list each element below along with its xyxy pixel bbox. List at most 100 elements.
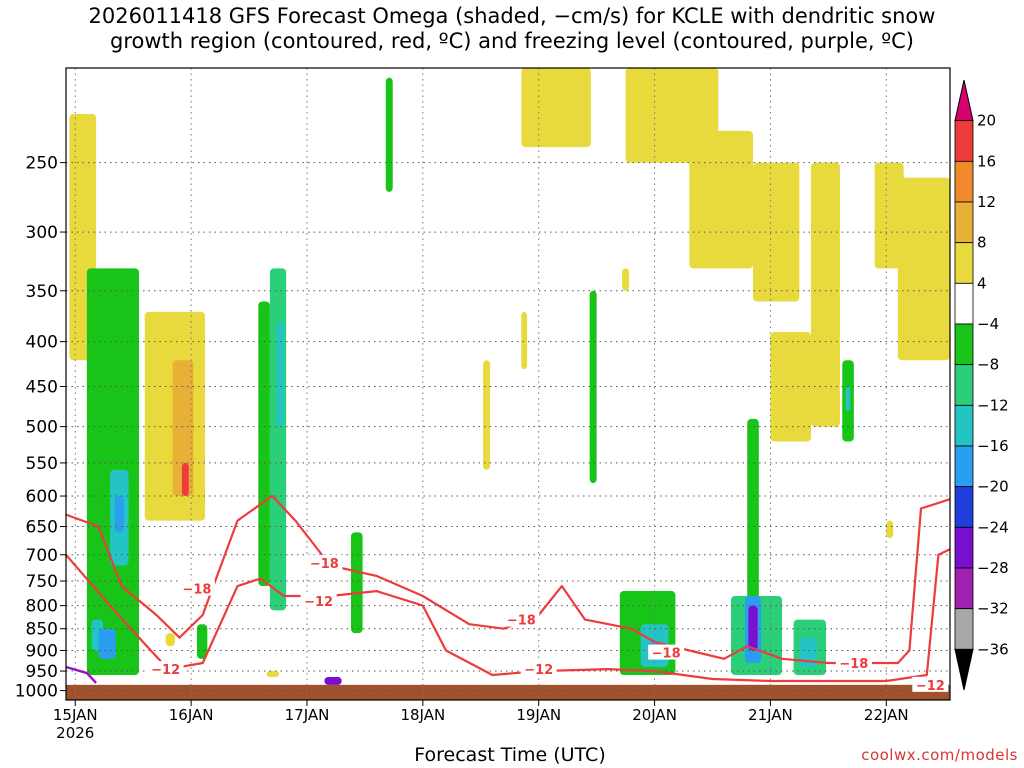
colorbar-label: −28 — [977, 559, 1009, 577]
colorbar-swatch — [954, 201, 974, 244]
contour-label: −12 — [916, 679, 945, 694]
colorbar-swatch — [954, 486, 974, 528]
y-tick-label: 450 — [26, 377, 58, 397]
colorbar-label: −4 — [977, 315, 999, 333]
freezing-level-line — [65, 665, 97, 684]
omega-region — [276, 322, 284, 427]
omega-region — [589, 290, 597, 484]
y-tick-label: 700 — [26, 546, 58, 566]
omega-region — [748, 605, 758, 651]
colorbar-label: −20 — [977, 478, 1009, 496]
contour-label-bg — [520, 661, 557, 677]
colorbar-swatch — [954, 404, 974, 447]
omega-region — [810, 162, 840, 427]
contour-label-bg — [306, 554, 343, 570]
omega-region — [845, 386, 851, 412]
omega-region — [521, 311, 528, 370]
colorbar-label: 16 — [977, 152, 996, 170]
omega-region — [351, 532, 363, 634]
colorbar-label: −16 — [977, 437, 1009, 455]
x-tick-label: 16JAN — [169, 706, 214, 724]
y-tick-label: 250 — [26, 154, 58, 174]
omega-region — [385, 77, 393, 192]
contour-label: −12 — [151, 663, 180, 678]
omega-region — [324, 677, 342, 685]
colorbar-swatch — [954, 608, 974, 650]
omega-region — [98, 628, 116, 659]
credit-link[interactable]: coolwx.com/models — [861, 746, 1018, 764]
y-tick-label: 300 — [26, 223, 58, 243]
colorbar-swatch — [954, 160, 974, 203]
x-tick-label: 17JAN — [285, 706, 330, 724]
colorbar-label: 8 — [977, 234, 987, 252]
y-tick-label: 400 — [26, 333, 58, 353]
omega-region — [172, 360, 194, 497]
x-tick-label: 20JAN — [632, 706, 677, 724]
omega-region — [770, 331, 811, 442]
omega-region — [874, 162, 904, 269]
colorbar-swatch — [954, 242, 974, 284]
y-tick-label: 1000 — [15, 682, 58, 702]
chart-title: 2026011418 GFS Forecast Omega (shaded, −… — [0, 4, 1024, 54]
chart-title-line-2: growth region (contoured, red, ºC) and f… — [110, 29, 914, 53]
chart-title-line-1: 2026011418 GFS Forecast Omega (shaded, −… — [88, 4, 936, 28]
x-tick-label: 15JAN — [53, 706, 98, 724]
omega-region — [521, 68, 591, 148]
contour-layer: −12 −18 −12 −18 −18 −12 −18 −18 −12 — [65, 494, 951, 694]
contour-label-bg — [648, 644, 685, 660]
x-tick-label: 21JAN — [748, 706, 793, 724]
omega-region — [114, 496, 124, 533]
colorbar-label: 12 — [977, 193, 996, 211]
colorbar-arrow-top — [954, 79, 974, 122]
omega-region — [269, 268, 287, 611]
colorbar-swatch — [954, 567, 974, 610]
y-tick-label: 850 — [26, 620, 58, 640]
contour-label: −18 — [507, 614, 536, 629]
omega-region — [886, 520, 894, 539]
y-tick-label: 750 — [26, 572, 58, 592]
colorbar-label: −36 — [977, 640, 1009, 658]
contour-label: −18 — [182, 583, 211, 598]
omega-region — [165, 633, 175, 647]
plot-frame — [65, 67, 951, 701]
contour-label-bg — [147, 661, 184, 677]
omega-region — [266, 671, 280, 678]
y-tick-label: 350 — [26, 282, 58, 302]
colorbar-arrow-bottom — [954, 648, 974, 691]
y-axis: 2503003504004505005506006507007508008509… — [15, 154, 66, 702]
colorbar-swatch — [954, 445, 974, 488]
colorbar-label: −32 — [977, 600, 1009, 618]
contour-label-bg — [178, 580, 215, 596]
grid-layer — [66, 68, 950, 700]
contour-label: −18 — [839, 657, 868, 672]
omega-region — [897, 177, 950, 361]
omega-region — [622, 268, 630, 291]
dgz-contour-line — [65, 548, 951, 683]
colorbar: 20 16 12 8 4 −4 −8 −12 −16 −20 −24 −28 −32 −36 — [954, 79, 1009, 691]
y-tick-label: 950 — [26, 662, 58, 682]
omega-region — [258, 301, 270, 587]
contour-label: −18 — [310, 557, 339, 572]
colorbar-label: −24 — [977, 518, 1009, 536]
y-tick-label: 600 — [26, 487, 58, 507]
contour-label-bg — [912, 676, 949, 692]
y-tick-label: 650 — [26, 518, 58, 538]
contour-label-bg — [300, 592, 337, 608]
contour-label: −18 — [652, 647, 681, 662]
x-tick-label: 18JAN — [400, 706, 445, 724]
contour-label-bg — [835, 654, 872, 670]
colorbar-label: −12 — [977, 396, 1009, 414]
colorbar-swatch — [954, 120, 974, 162]
colorbar-label: −8 — [977, 356, 999, 374]
contour-label: −12 — [524, 663, 553, 678]
colorbar-swatch — [954, 364, 974, 406]
x-tick-label: 22JAN — [864, 706, 909, 724]
omega-region — [799, 637, 817, 668]
y-tick-label: 800 — [26, 597, 58, 617]
omega-region — [181, 462, 189, 497]
colorbar-swatch — [954, 282, 974, 325]
contour-label: −12 — [304, 595, 333, 610]
omega-shading-layer — [69, 68, 950, 685]
